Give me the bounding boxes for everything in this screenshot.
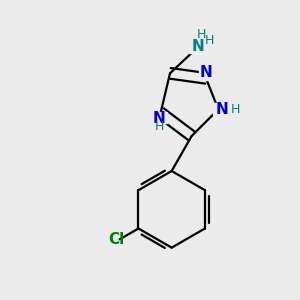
Bar	[213, 103, 232, 115]
Text: N: N	[200, 65, 212, 80]
Bar	[199, 68, 214, 80]
Text: N: N	[192, 39, 205, 54]
Text: N: N	[215, 102, 228, 117]
Text: H: H	[204, 34, 214, 47]
Text: N: N	[153, 111, 165, 126]
Bar	[189, 40, 208, 53]
Text: Cl: Cl	[108, 232, 124, 247]
Text: H: H	[154, 120, 164, 133]
Text: H: H	[197, 28, 206, 41]
Text: H: H	[230, 103, 240, 116]
Bar	[149, 112, 167, 124]
